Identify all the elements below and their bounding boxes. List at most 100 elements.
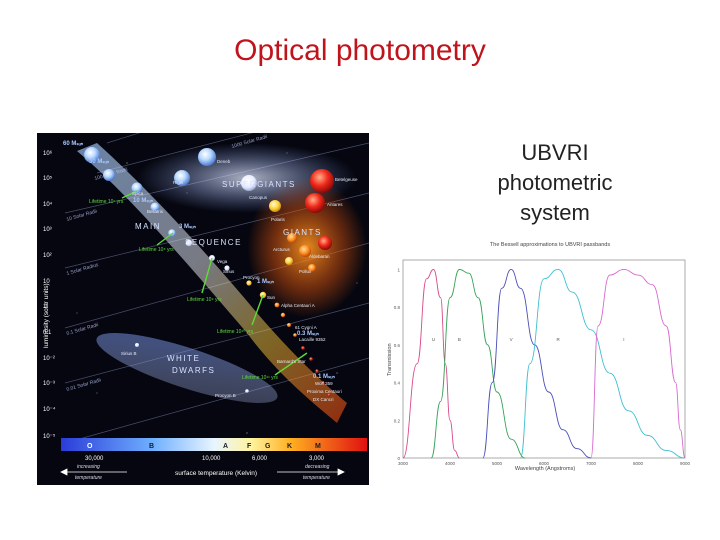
- hr-x-tick: 10,000: [202, 456, 221, 462]
- giant-stars: [285, 233, 332, 272]
- passband-curve-u: [402, 268, 460, 459]
- caption-line: UBVRI: [521, 140, 589, 165]
- hr-y-tick: 10: [43, 279, 50, 285]
- radius-label-0-01: 0.01 Solar Radii: [66, 377, 102, 393]
- transmission-y-tick: 0: [397, 456, 400, 461]
- star-name-vega: Vega: [217, 259, 228, 264]
- hr-y-axis-label: luminosity (solar units): [43, 283, 50, 348]
- hr-diagram-svg: 1000 Solar Radii 100 Solar Radii 10 Sola…: [43, 133, 369, 481]
- lifetime-label-10: Lifetime 10¹⁰ yrs: [217, 329, 254, 335]
- star-name-proxima: Proxima Centauri: [307, 389, 342, 394]
- supergiant-stars: [174, 148, 334, 213]
- lifetime-label-9: Lifetime 10⁹ yrs: [187, 297, 222, 303]
- lifetime-label-11: Lifetime 10¹¹ yrs: [242, 375, 278, 381]
- star-name-pollux: Pollux: [299, 269, 312, 274]
- hr-y-tick: 10⁴: [43, 201, 53, 208]
- arrow-right-label: decreasing: [305, 464, 330, 470]
- label-white: WHITE: [167, 354, 200, 363]
- star-name-antares: Antares: [327, 202, 343, 207]
- hr-y-tick: 10⁻⁴: [43, 406, 56, 413]
- passband-label-v: V: [510, 337, 513, 342]
- radius-label-1: 1 Solar Radius: [66, 262, 100, 277]
- mass-label-30: 30 Mₛᵤₙ: [89, 159, 110, 165]
- star-name-alpha-cen-a: Alpha Centauri A: [281, 303, 315, 308]
- main-sequence-stars: [84, 147, 331, 397]
- slide-title: Optical photometry: [234, 34, 486, 67]
- hr-y-tick: 10⁻²: [43, 356, 55, 362]
- spectral-class-bar: [61, 438, 367, 451]
- hr-y-tick: 10⁻³: [43, 381, 55, 387]
- passband-label-u: U: [432, 337, 435, 342]
- caption-line: system: [520, 200, 590, 225]
- star-name-canopus: Canopus: [249, 195, 268, 200]
- hr-x-tick: 3,000: [309, 456, 325, 462]
- mass-label-10: 10 Mₛᵤₙ: [133, 198, 154, 204]
- plot-frame: [402, 259, 686, 459]
- hr-y-tick: 0.1: [43, 330, 52, 336]
- transmission-y-tick: 0.8: [394, 305, 401, 310]
- spectral-class-labels: O B A F G K M: [87, 443, 321, 450]
- hr-y-tick: 10²: [43, 253, 52, 259]
- hr-x-tick: 6,000: [252, 456, 268, 462]
- star-name-dx-cancri: DX Cancri: [313, 397, 334, 402]
- label-supergiants: SUPERGIANTS: [222, 180, 296, 189]
- transmission-plot-title: The Bessell approximations to UBVRI pass…: [490, 242, 610, 248]
- mass-label-60: 60 Mₛᵤₙ: [63, 141, 84, 147]
- caption-line: photometric: [497, 170, 613, 195]
- passband-label-r: R: [556, 337, 560, 342]
- main-sequence-band: [77, 143, 347, 423]
- spectral-class-m: M: [315, 443, 321, 450]
- transmission-y-tick: 0.4: [394, 381, 401, 386]
- label-giants: GIANTS: [283, 228, 322, 237]
- transmission-x-tick: 3000: [398, 461, 409, 466]
- passband-curve-i: [590, 268, 686, 459]
- star-name-lacaille: Lacaille 9352: [299, 337, 326, 342]
- white-dwarf-band: [96, 333, 278, 403]
- star-name-deneb: Deneb: [217, 159, 231, 164]
- hr-x-tick: 30,000: [85, 456, 104, 462]
- star-name-betelgeuse: Betelgeuse: [335, 177, 358, 182]
- passband-curve-b: [430, 268, 526, 459]
- arrow-right-label: temperature: [303, 475, 330, 481]
- transmission-x-tick: 8000: [633, 461, 644, 466]
- transmission-x-axis-label: Wavelength (Angstroms): [515, 466, 575, 472]
- lifetime-label-7: Lifetime 10⁷ yrs: [89, 199, 124, 205]
- transmission-x-tick: 7000: [586, 461, 597, 466]
- star-name-polaris: Polaris: [271, 217, 286, 222]
- star-name-procyon: Procyon: [243, 275, 260, 280]
- transmission-y-tick: 0.2: [394, 418, 401, 423]
- photometric-caption: UBVRI photometric system: [470, 138, 640, 228]
- hr-y-tick: 10⁶: [43, 150, 53, 157]
- white-dwarf-stars: [135, 343, 249, 393]
- star-name-wolf: Wolf 359: [315, 381, 333, 386]
- hr-diagram: 1000 Solar Radii 100 Solar Radii 10 Sola…: [37, 133, 369, 485]
- hr-y-tick: 10⁻⁵: [43, 433, 56, 440]
- hr-y-ticks: 10⁶ 10⁵ 10⁴ 10³ 10² 10 1 0.1 10⁻² 10⁻³ 1…: [43, 150, 56, 440]
- lifetime-connectors: [121, 190, 308, 376]
- star-name-bellatrix: Bellatrix: [147, 209, 164, 214]
- transmission-x-tick: 5000: [492, 461, 503, 466]
- hr-x-axis-label: surface temperature (Kelvin): [175, 470, 257, 477]
- passband-curve-v: [482, 268, 592, 459]
- passband-label-i: I: [623, 337, 624, 342]
- spectral-class-f: F: [247, 443, 252, 450]
- star-name-spica: Spica: [132, 191, 144, 196]
- spectral-class-a: A: [223, 443, 228, 450]
- mass-label-0-3: 0.3 Mₛᵤₙ: [297, 331, 319, 337]
- star-name-barnard: Barnard's Star: [277, 359, 306, 364]
- transmission-y-axis-label: Transmission: [387, 344, 393, 377]
- star-name-rigel: Rigel: [173, 180, 183, 185]
- lifetime-label-8: Lifetime 10⁸ yrs: [139, 247, 174, 253]
- hr-y-tick: 10³: [43, 227, 52, 233]
- star-name-arcturus: Arcturus: [273, 247, 291, 252]
- star-name-sirius: Sirius: [223, 269, 235, 274]
- star-name-61-cyg: 61 Cygni A: [295, 325, 317, 330]
- mass-label-0-1: 0.1 Mₛᵤₙ: [313, 374, 335, 380]
- label-dwarfs: DWARFS: [172, 366, 215, 375]
- spectral-class-b: B: [149, 443, 154, 450]
- transmission-y-tick: 0.6: [394, 343, 401, 348]
- hr-y-tick: 10⁵: [43, 175, 53, 182]
- passband-label-b: B: [458, 337, 461, 342]
- star-name-sirius-b: Sirius B: [121, 351, 137, 356]
- spectral-class-g: G: [265, 443, 271, 450]
